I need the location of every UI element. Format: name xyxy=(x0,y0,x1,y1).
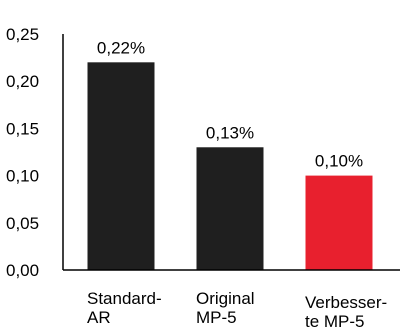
y-tick-label: 0,15 xyxy=(6,119,39,138)
bars xyxy=(87,62,373,270)
data-labels: 0,22% 0,13% 0,10% xyxy=(97,38,363,170)
category-label: MP-5 xyxy=(196,308,237,327)
bar xyxy=(305,175,373,270)
category-label: AR xyxy=(87,308,111,327)
category-label: te MP-5 xyxy=(305,312,365,331)
y-tick-label: 0,20 xyxy=(6,72,39,91)
bar xyxy=(196,147,264,270)
y-tick-label: 0,10 xyxy=(6,167,39,186)
y-tick-label: 0,05 xyxy=(6,214,39,233)
y-tick-label: 0,00 xyxy=(6,261,39,280)
bar xyxy=(87,62,155,270)
bar-value-label: 0,13% xyxy=(206,123,254,142)
bar-value-label: 0,22% xyxy=(97,38,145,57)
category-label: Standard- xyxy=(87,289,162,308)
y-axis: 0,25 0,20 0,15 0,10 0,05 0,00 xyxy=(6,25,39,280)
category-label: Original xyxy=(196,289,255,308)
category-label: Verbesser- xyxy=(305,293,387,312)
y-tick-label: 0,25 xyxy=(6,25,39,44)
bar-value-label: 0,10% xyxy=(315,152,363,171)
